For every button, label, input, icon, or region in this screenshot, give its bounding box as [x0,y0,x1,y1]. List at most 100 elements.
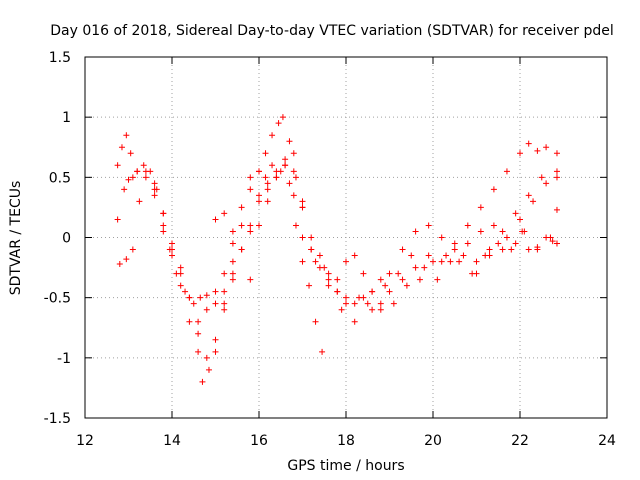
y-tick-label: 0 [62,231,71,247]
data-point [519,228,526,235]
data-point [503,234,510,241]
data-point [116,260,123,267]
data-point [299,234,306,241]
x-tick-label: 24 [598,433,616,449]
y-tick-label: 1 [62,110,71,126]
data-point [129,246,136,253]
data-point [308,246,315,253]
data-point [186,294,193,301]
data-point [238,204,245,211]
data-point [229,258,236,265]
data-point [325,270,332,277]
data-point [495,240,502,247]
data-point [312,258,319,265]
data-point [282,162,289,169]
data-point [512,240,519,247]
data-points [114,114,560,385]
data-point [199,378,206,385]
y-tick-label: -0.5 [44,291,71,307]
data-point [364,300,371,307]
data-point [221,210,228,217]
y-tick-label: -1.5 [44,411,71,427]
data-point [134,168,141,175]
data-point [473,258,480,265]
data-point [451,246,458,253]
data-point [275,120,282,127]
data-point [264,186,271,193]
data-point [386,270,393,277]
data-point [229,270,236,277]
data-point [447,258,454,265]
data-point [490,222,497,229]
data-point [377,300,384,307]
data-point [292,222,299,229]
data-point [312,318,319,325]
data-point [369,306,376,313]
data-point [360,294,367,301]
data-point [247,222,254,229]
data-point [486,252,493,259]
data-point [382,282,389,289]
data-point [229,276,236,283]
data-point [503,168,510,175]
data-point [256,222,262,229]
data-point [499,246,506,253]
data-point [290,168,297,175]
data-point [238,246,245,253]
data-point [486,246,493,253]
data-point [499,228,506,235]
data-point [403,282,410,289]
data-point [262,150,269,157]
data-point [438,234,445,241]
data-point [114,162,121,169]
data-point [412,264,419,271]
x-tick-label: 20 [424,433,442,449]
data-point [553,240,560,247]
y-tick-label: 0.5 [49,170,71,186]
data-point [460,252,467,259]
data-point [525,246,532,253]
data-point [121,186,128,193]
data-point [543,144,550,151]
data-point [517,216,523,223]
data-point [399,246,406,253]
data-point [169,252,175,259]
data-point [286,138,293,145]
data-point [256,168,262,175]
data-point [512,210,519,217]
data-point [151,186,158,193]
data-point [477,204,484,211]
data-point [451,240,458,247]
data-point [247,276,254,283]
data-point [377,276,384,283]
data-point [136,198,143,205]
data-point [212,348,219,355]
data-point [221,288,228,295]
data-point [221,306,228,313]
data-point [212,216,219,223]
data-point [334,288,341,295]
data-point [203,306,210,313]
data-point [118,144,125,151]
data-point [434,276,441,283]
data-point [247,186,254,193]
data-point [229,240,236,247]
data-point [212,336,219,343]
data-point [177,270,184,277]
data-point [443,252,450,259]
data-point [142,174,149,181]
data-point [177,282,184,289]
data-point [151,180,158,187]
data-point [553,168,560,175]
data-point [290,192,297,199]
data-point [377,306,384,313]
data-point [425,252,432,259]
axis-tick-labels: 12 14 16 18 20 22 24 -1.5 -1 -0.5 0 0.5 1 1.5 [44,50,616,449]
data-point [247,228,254,235]
data-point [269,132,276,139]
data-point [525,140,532,147]
data-point [160,210,167,217]
data-point [212,288,219,295]
data-point [195,318,202,325]
